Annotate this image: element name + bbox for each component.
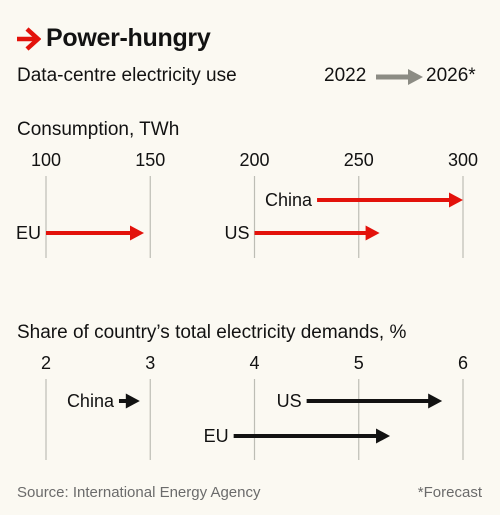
arrow-head-share <box>125 393 140 409</box>
panel-share-title: Share of country’s total electricity dem… <box>17 322 407 343</box>
legend-from-label: 2022 <box>324 65 367 86</box>
tick-label-share: 5 <box>354 353 364 373</box>
tick-label-consumption: 100 <box>31 150 61 170</box>
tick-label-consumption: 200 <box>239 150 269 170</box>
category-label-share: US <box>277 391 302 411</box>
arrow-head-share <box>376 428 391 444</box>
tick-label-share: 6 <box>458 353 468 373</box>
arrow-head-consumption <box>365 225 380 241</box>
category-label-consumption: China <box>265 190 313 210</box>
arrow-head-share <box>428 393 443 409</box>
chart-subtitle: Data-centre electricity use <box>17 65 237 86</box>
tick-label-share: 3 <box>145 353 155 373</box>
arrow-head-consumption <box>449 192 463 208</box>
title-arrow-icon <box>17 27 41 51</box>
tick-label-share: 4 <box>249 353 259 373</box>
source-note: Source: International Energy Agency <box>17 484 261 501</box>
panel-consumption-title: Consumption, TWh <box>17 119 180 140</box>
tick-label-consumption: 300 <box>448 150 478 170</box>
category-label-share: China <box>67 391 115 411</box>
arrow-head-consumption <box>129 225 144 241</box>
legend-to-label: 2026* <box>426 65 476 86</box>
tick-label-share: 2 <box>41 353 51 373</box>
tick-label-consumption: 250 <box>344 150 374 170</box>
category-label-consumption: US <box>224 223 249 243</box>
tick-label-consumption: 150 <box>135 150 165 170</box>
category-label-share: EU <box>204 426 229 446</box>
chart-title: Power-hungry <box>46 24 211 52</box>
category-label-consumption: EU <box>16 223 41 243</box>
legend-arrow-icon <box>376 69 423 85</box>
forecast-footnote: *Forecast <box>417 484 482 501</box>
